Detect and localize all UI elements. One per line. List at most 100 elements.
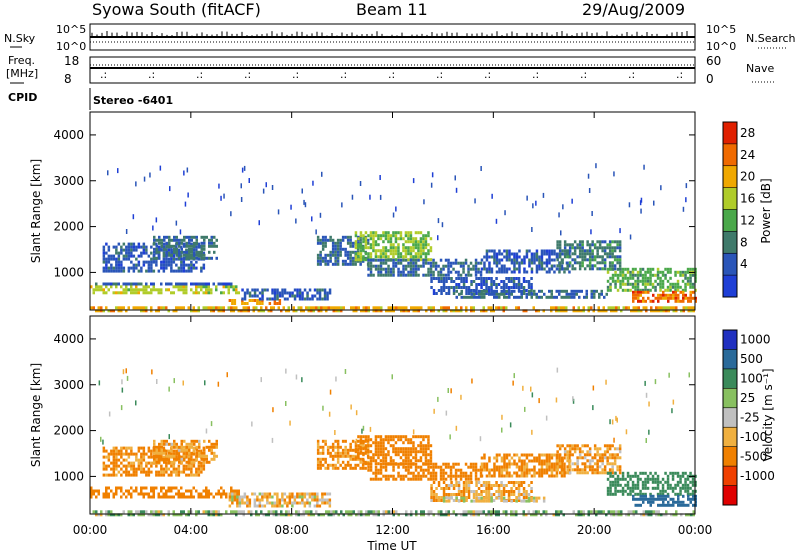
heatmap-cell [137,492,140,496]
heatmap-cell [601,462,604,466]
heatmap-cell [429,471,433,475]
heatmap-cell [610,309,613,313]
heatmap-cell [222,489,225,493]
heatmap-cell [435,493,438,496]
heatmap-cell [508,459,511,463]
heatmap-cell [667,306,670,310]
heatmap-cell [217,510,220,514]
heatmap-cell [222,309,225,313]
heatmap-cell [427,258,430,262]
heatmap-cell [394,261,398,265]
heatmap-cell [419,252,423,256]
heatmap-cell [578,456,582,460]
heatmap-cell [165,461,168,465]
heatmap-cell [202,263,206,267]
heatmap-cell [115,269,118,273]
heatmap-cell [387,264,390,268]
heatmap-cell [198,442,201,446]
heatmap-cell [160,238,163,242]
heatmap-cell [472,280,476,283]
heatmap-cell [664,296,667,300]
heatmap-cell [384,462,388,466]
heatmap-cell [180,457,183,461]
heatmap-cell [609,288,612,292]
heatmap-cell [175,457,178,461]
heatmap-cell [107,455,111,459]
heatmap-cell [354,231,358,235]
heatmap-cell [392,462,395,466]
heatmap-cell [369,261,373,265]
heatmap-cell [606,456,609,460]
heatmap-cell [167,288,170,292]
heatmap-cell [392,510,395,514]
heatmap-cell [639,273,642,277]
heatmap-cell [210,306,213,310]
heatmap-cell [180,460,183,464]
heatmap-cell [530,468,534,472]
heatmap-cell [535,258,539,262]
heatmap-cell [608,246,612,250]
heatmap-cell [253,498,257,502]
heatmap-cell [442,477,445,481]
heatmap-cell [163,442,166,446]
heatmap-cell [158,457,161,461]
heatmap-cell [147,285,150,289]
heatmap-cell [190,467,193,471]
heatmap-cell [414,468,418,472]
heatmap-cell [483,295,486,299]
heatmap-cell [659,489,662,493]
heatmap-cell [578,450,582,454]
heatmap-cell [437,277,441,280]
heatmap-cell [117,306,120,310]
heatmap-cell [331,253,335,257]
heatmap-cell [572,510,575,514]
heatmap-cell [205,235,208,239]
heatmap-cell [232,288,235,292]
heatmap-cell [472,465,475,469]
heatmap-cell [598,243,602,247]
heatmap-cell [603,252,607,256]
heatmap-cell [102,309,105,313]
heatmap-cell [185,244,188,248]
heatmap-cell [384,255,388,259]
heatmap-cell [162,513,165,517]
heatmap-cell [532,496,536,500]
heatmap-cell [167,495,170,499]
heatmap-cell [429,474,433,478]
heatmap-cell [241,288,244,292]
heatmap-cell [535,496,538,500]
heatmap-cell [616,477,620,481]
heatmap-cell [205,489,208,493]
heatmap-cell [631,480,635,484]
heatmap-cell [213,250,216,254]
heatmap-cell [135,489,138,493]
heatmap-cell [684,288,687,292]
heatmap-cell [490,255,494,259]
heatmap-cell [419,255,423,259]
heatmap-cell [545,462,549,466]
heatmap-cell [432,499,436,502]
heatmap-cell [190,442,193,446]
heatmap-cell [192,495,195,499]
heatmap-cell [517,283,521,286]
heatmap-cell [152,260,156,264]
heatmap-cell [140,251,143,255]
heatmap-cell [415,309,418,313]
heatmap-cell [625,306,628,310]
heatmap-cell [190,288,193,292]
heatmap-cell [170,244,173,248]
heatmap-cell [596,468,599,472]
heatmap-cell [515,286,518,289]
heatmap-cell [377,264,380,268]
heatmap-cell [220,309,223,313]
heatmap-cell [165,439,168,443]
heatmap-cell [325,510,328,514]
heatmap-cell [565,261,569,265]
heatmap-cell [530,255,534,259]
heatmap-cell [619,267,622,271]
heatmap-cell [644,497,647,501]
heatmap-cell [573,240,577,244]
heatmap-cell [382,249,385,253]
heatmap-cell [152,492,155,496]
